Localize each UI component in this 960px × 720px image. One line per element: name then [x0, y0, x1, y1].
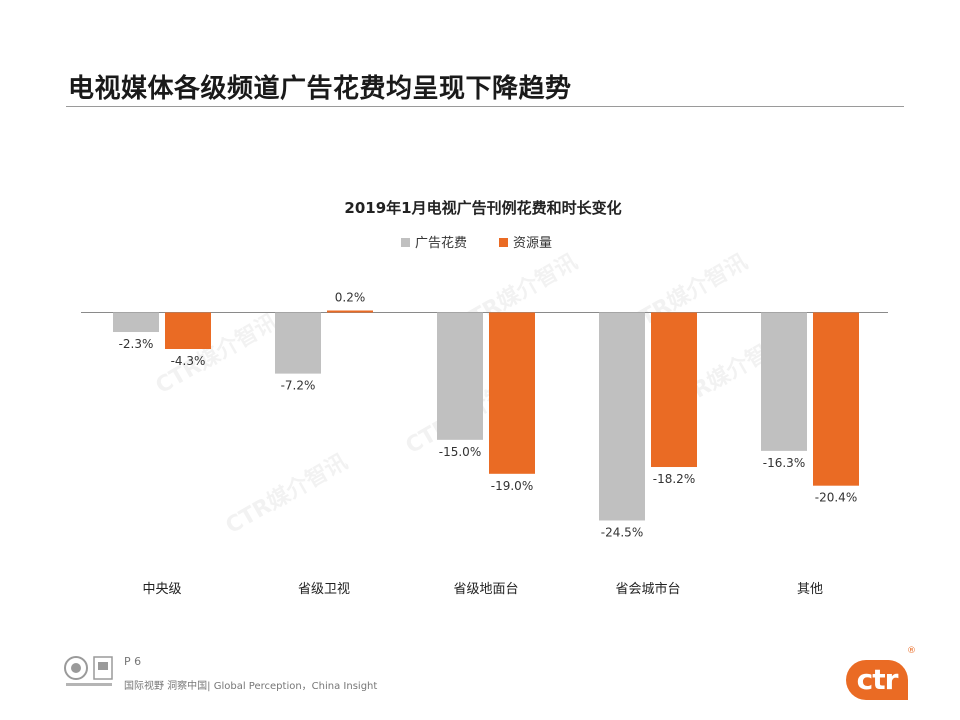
data-label-1-1: -2.3%: [119, 337, 154, 351]
registered-mark: ®: [907, 646, 916, 656]
data-label-2-2: 0.2%: [335, 291, 366, 305]
legend-label-series1: 广告花费: [415, 235, 467, 251]
data-label-1-3: -15.0%: [439, 445, 481, 459]
legend-swatch-series2: [499, 238, 508, 247]
bar-1-5: [761, 312, 807, 451]
watermark-4: CTR媒介智讯: [221, 449, 352, 540]
ctr-logo: ctr: [846, 660, 908, 700]
category-label-4: 省会城市台: [615, 581, 680, 597]
slide-title: 电视媒体各级频道广告花费均呈现下降趋势: [68, 74, 572, 104]
bar-2-4: [651, 312, 697, 468]
bar-1-1: [113, 312, 159, 333]
bar-1-3: [437, 312, 483, 440]
category-label-1: 中央级: [142, 582, 181, 597]
data-label-2-3: -19.0%: [491, 479, 533, 493]
bar-2-3: [489, 312, 535, 474]
footer-slogan: 国际视野 洞察中国| Global Perception，China Insig…: [124, 681, 378, 692]
data-label-2-5: -20.4%: [815, 491, 857, 505]
data-label-1-2: -7.2%: [281, 379, 316, 393]
data-label-1-5: -16.3%: [763, 456, 805, 470]
title-divider: [66, 106, 904, 107]
bar-chart: CTR媒介智讯CTR媒介智讯CTR媒介智讯CTR媒介智讯CTR媒介智讯CTR媒介…: [81, 199, 888, 597]
category-label-2: 省级卫视: [298, 582, 350, 597]
data-label-2-1: -4.3%: [171, 354, 206, 368]
legend-swatch-series1: [401, 238, 410, 247]
data-label-1-4: -24.5%: [601, 526, 643, 540]
legend: 广告花费 资源量: [401, 235, 552, 251]
bar-1-4: [599, 312, 645, 521]
page-number: P 6: [124, 655, 142, 668]
bar-2-5: [813, 312, 859, 486]
bar-2-2: [327, 310, 373, 313]
category-label-5: 其他: [797, 582, 823, 597]
certification-badges: [62, 654, 116, 690]
bar-1-2: [275, 312, 321, 374]
data-label-2-4: -18.2%: [653, 472, 695, 486]
chart-title: 2019年1月电视广告刊例花费和时长变化: [344, 199, 621, 217]
category-label-3: 省级地面台: [453, 582, 518, 597]
legend-label-series2: 资源量: [513, 236, 552, 251]
bar-2-1: [165, 312, 211, 350]
